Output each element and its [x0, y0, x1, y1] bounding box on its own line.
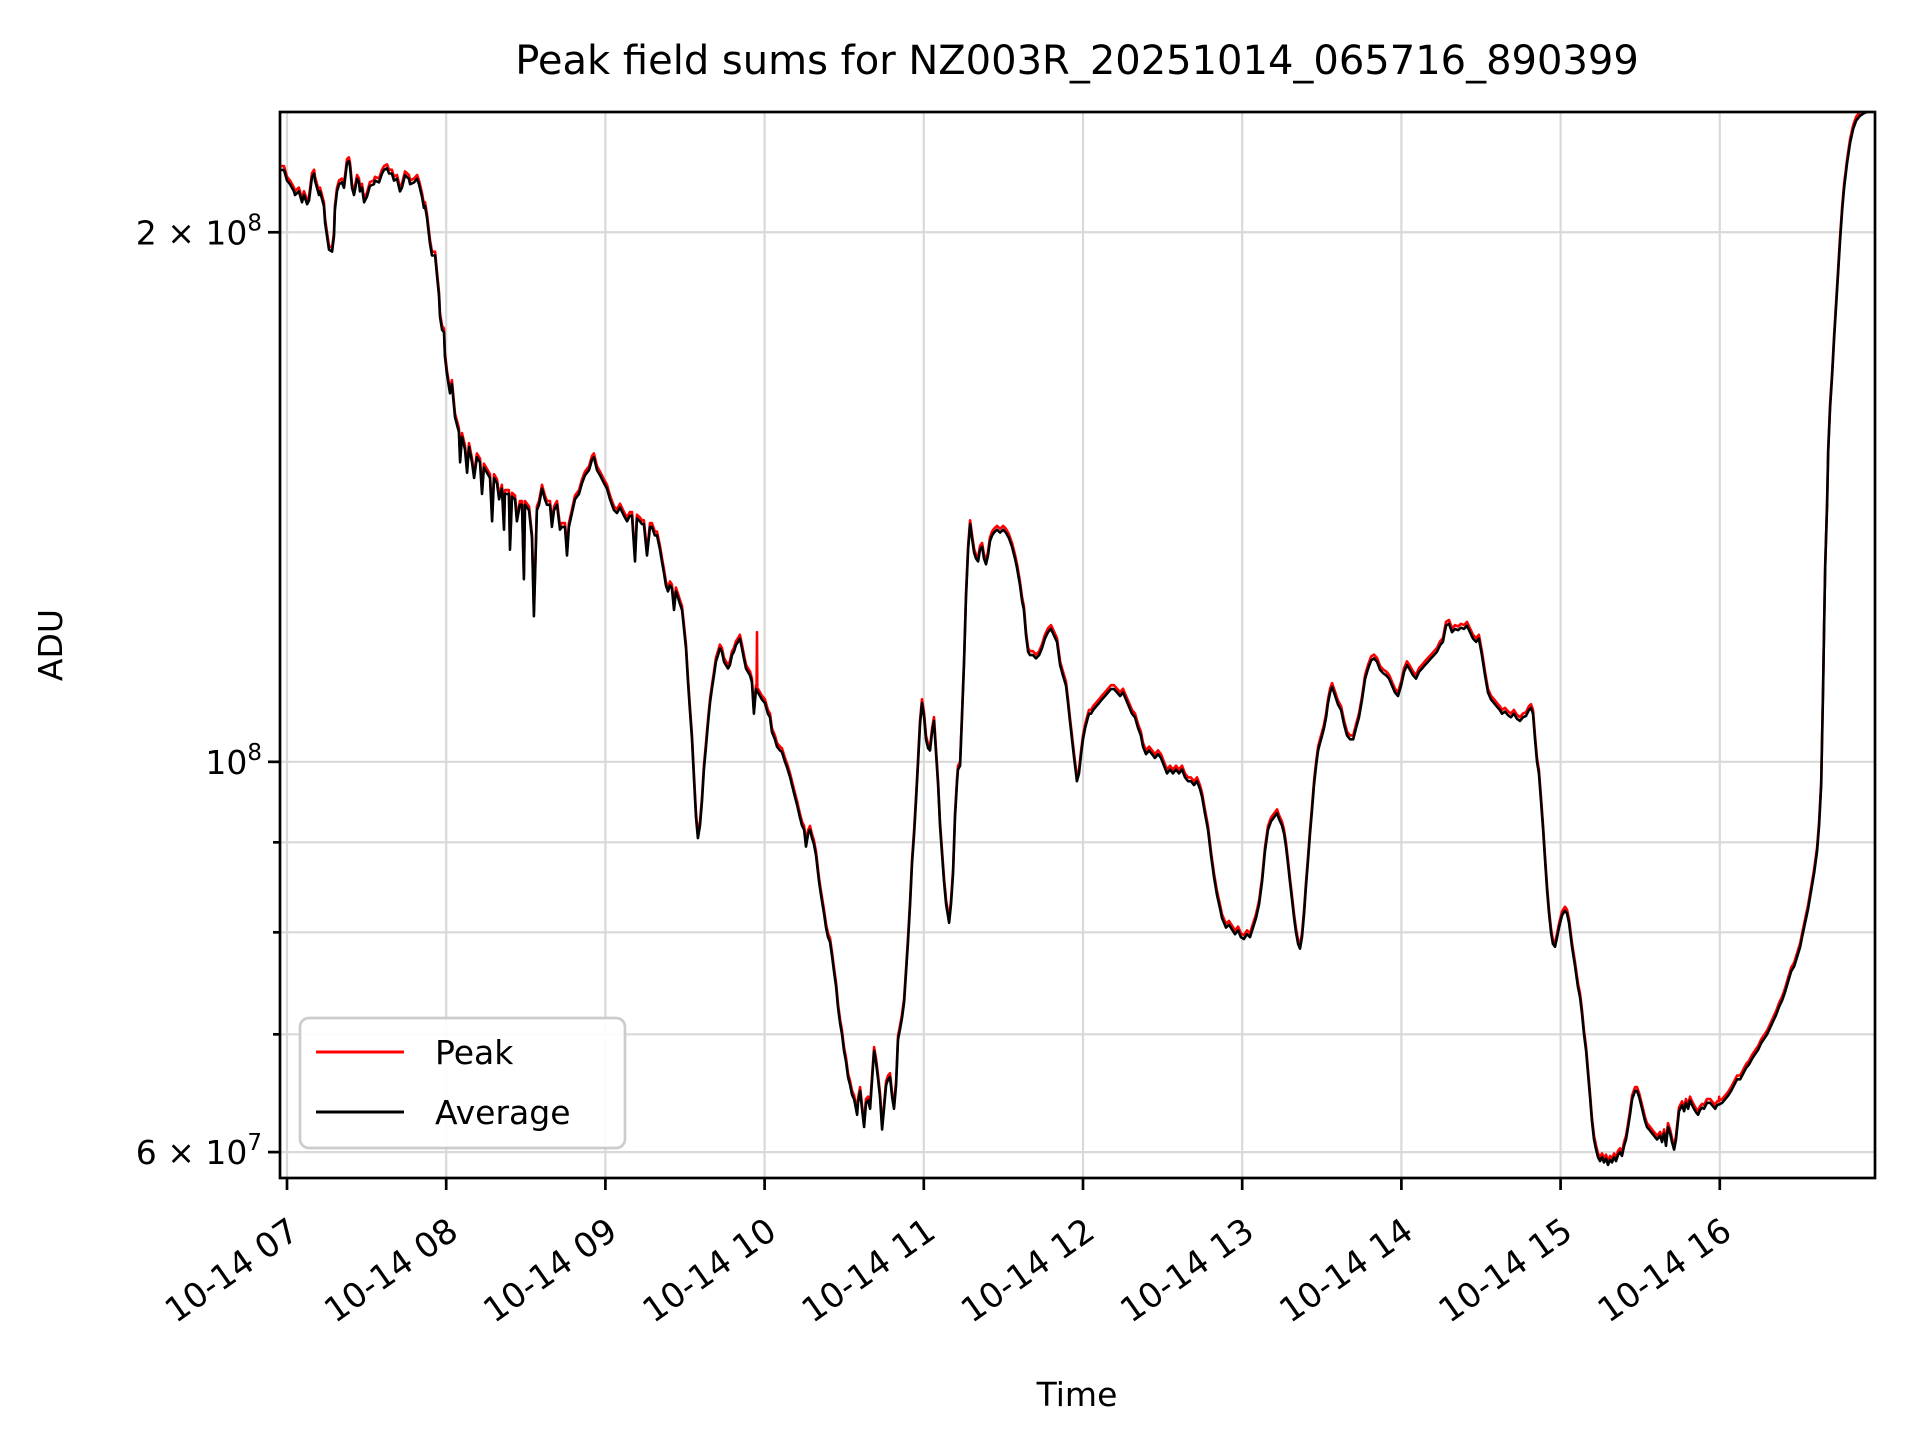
chart-title: Peak field sums for NZ003R_20251014_0657…: [515, 38, 1639, 84]
legend-peak-label: Peak: [435, 1033, 514, 1072]
plot-frame: [278, 110, 1877, 1180]
x-axis-label: Time: [1036, 1375, 1118, 1414]
x-tick-label: 10-14 07: [158, 1211, 306, 1331]
x-tick-label: 10-14 09: [476, 1211, 624, 1331]
x-tick-label: 10-14 15: [1432, 1211, 1580, 1331]
x-tick-label: 10-14 10: [636, 1211, 784, 1331]
y-tick-label: 6 × 107: [136, 1130, 262, 1172]
y-tick-label: 108: [205, 740, 262, 782]
peak-series-line: [280, 112, 1863, 1163]
y-axis-label: ADU: [31, 609, 70, 681]
legend: Peak Average: [298, 1016, 627, 1150]
tick-layer: [268, 230, 1722, 1190]
legend-average-label: Average: [435, 1093, 571, 1132]
grid-layer: [280, 112, 1875, 1178]
x-tick-label: 10-14 08: [317, 1211, 465, 1331]
y-tick-label: 2 × 108: [136, 210, 262, 252]
x-tick-label: 10-14 12: [954, 1211, 1102, 1331]
series-layer: [280, 112, 1873, 1167]
x-tick-label: 10-14 16: [1591, 1211, 1739, 1331]
x-tick-label: 10-14 13: [1113, 1211, 1261, 1331]
x-tick-label: 10-14 11: [795, 1211, 943, 1331]
average-series-line: [280, 112, 1873, 1167]
x-tick-label: 10-14 14: [1272, 1211, 1420, 1331]
